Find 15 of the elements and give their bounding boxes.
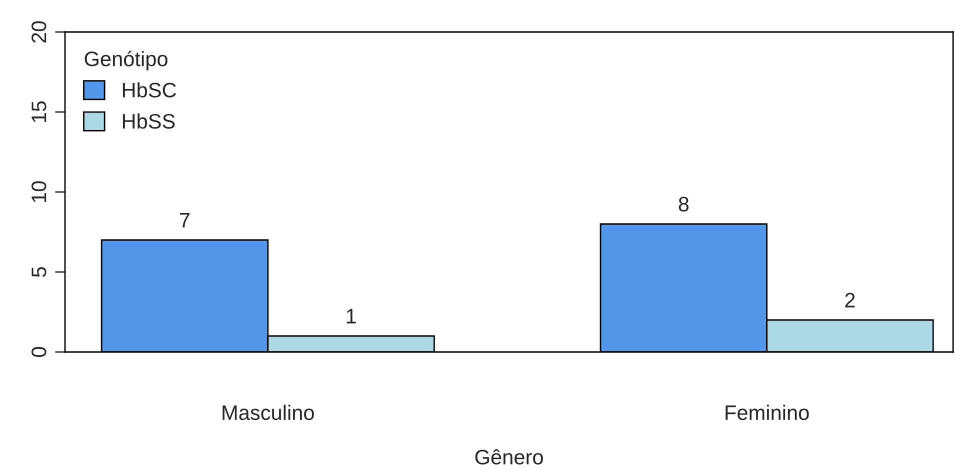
x-tick-label: Feminino	[726, 404, 809, 420]
x-tick-label: Masculino	[222, 404, 314, 420]
x-axis-title: Gênero	[475, 449, 543, 464]
legend-label: HbSC	[122, 82, 176, 98]
data-label: 8	[678, 196, 689, 212]
y-tick-label: 0	[32, 347, 46, 357]
data-label: 1	[346, 309, 356, 324]
legend-label: HbSS	[122, 113, 175, 129]
y-tick-label: 15	[32, 101, 46, 122]
y-tick-label: 5	[32, 267, 46, 277]
y-tick-label: 20	[32, 21, 46, 43]
legend-title: Genótipo	[84, 50, 168, 70]
data-label: 7	[180, 213, 190, 228]
y-tick-label: 10	[32, 181, 46, 202]
data-label: 2	[845, 292, 855, 308]
